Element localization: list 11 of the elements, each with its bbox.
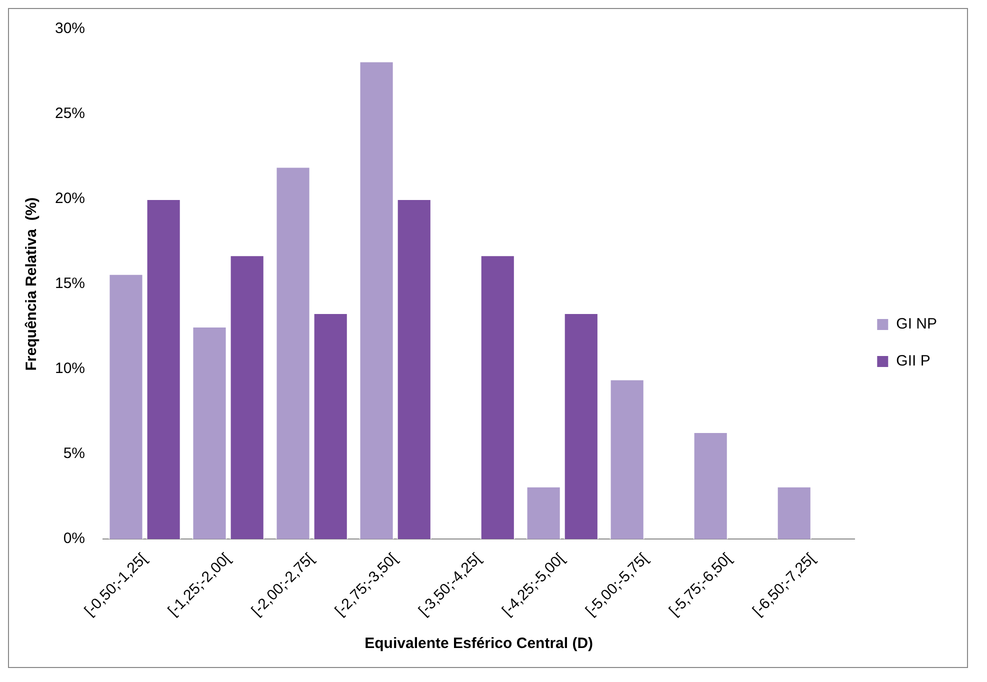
y-tick-label: 5% (63, 445, 86, 462)
y-tick-label: 25% (54, 105, 86, 122)
y-axis-title: Frequência Relativa (%) (23, 197, 40, 371)
y-tick-label: 0% (63, 530, 86, 548)
x-axis-title: Equivalente Esférico Central (D) (364, 635, 594, 652)
y-tick-label: 10% (54, 360, 86, 378)
legend-label: GII P (896, 352, 930, 370)
legend-label: GI NP (896, 316, 938, 333)
y-tick-label: 20% (54, 190, 86, 208)
y-tick-label: 15% (54, 275, 86, 292)
y-tick-label: 30% (54, 20, 86, 38)
